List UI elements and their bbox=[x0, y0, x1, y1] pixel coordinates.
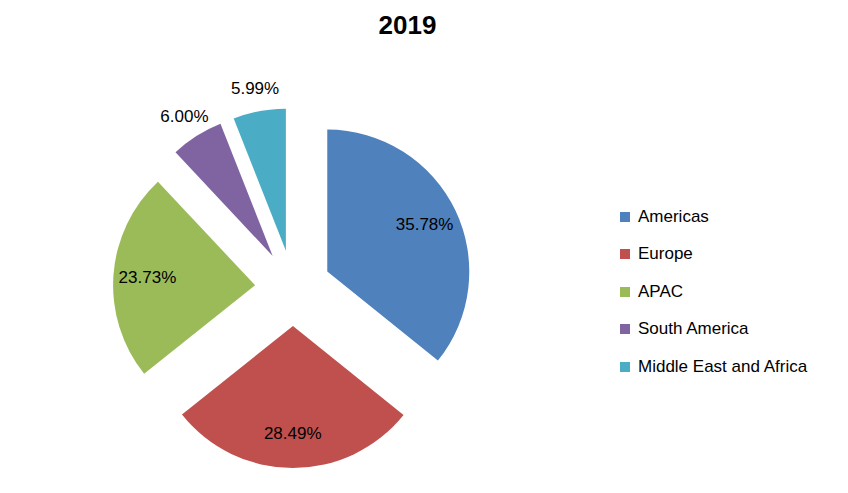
html-text:Americas: Americas bbox=[638, 206, 709, 226]
svg-text:35.78%: 35.78% bbox=[396, 215, 454, 234]
html-text:South America: South America bbox=[638, 319, 749, 339]
svg-text:6.00%: 6.00% bbox=[160, 107, 208, 126]
html-text:APAC: APAC bbox=[638, 281, 683, 301]
html-text:Middle East and Africa: Middle East and Africa bbox=[638, 356, 808, 376]
svg-text:5.99%: 5.99% bbox=[231, 79, 279, 98]
html-text:Europe: Europe bbox=[638, 244, 693, 264]
svg-text:28.49%: 28.49% bbox=[264, 424, 322, 443]
svg-text:23.73%: 23.73% bbox=[119, 268, 177, 287]
html-text:2019: 2019 bbox=[378, 10, 437, 40]
